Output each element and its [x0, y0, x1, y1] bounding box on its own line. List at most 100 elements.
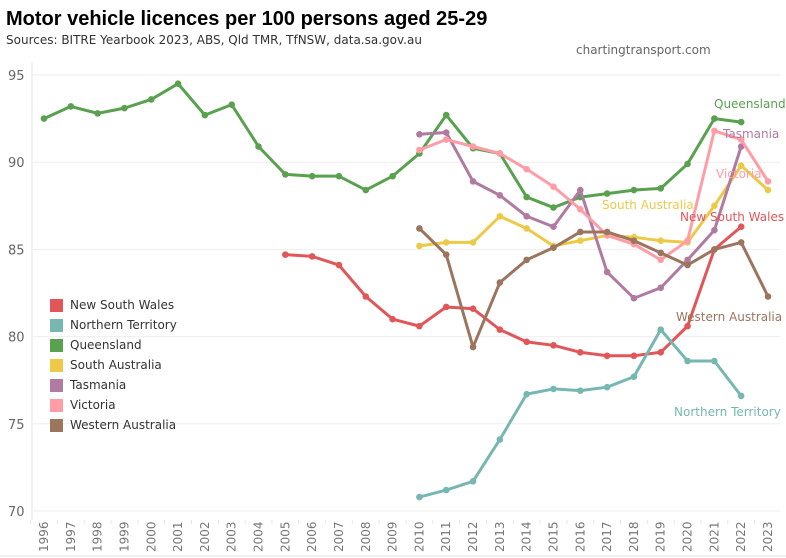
legend-label: Victoria	[70, 398, 116, 412]
data-point-western-australia	[630, 237, 638, 244]
data-point-south-australia	[416, 242, 423, 250]
x-tick-label: 2018	[627, 521, 641, 552]
data-point-western-australia	[523, 256, 530, 264]
data-point-new-south-wales	[362, 293, 370, 300]
data-point-northern-territory	[550, 385, 557, 393]
data-point-queensland	[228, 101, 236, 108]
data-point-queensland	[711, 115, 718, 122]
x-tick-label: 2021	[707, 521, 721, 552]
data-point-northern-territory	[630, 373, 638, 381]
y-tick-label: 95	[8, 69, 25, 84]
data-point-victoria	[442, 136, 450, 143]
data-point-western-australia	[684, 261, 691, 269]
x-tick-label: 2005	[278, 521, 292, 552]
legend-swatch	[50, 358, 63, 372]
data-point-queensland	[282, 171, 289, 178]
data-point-new-south-wales	[469, 305, 477, 312]
x-tick-label: 2022	[734, 521, 748, 552]
data-point-victoria	[416, 146, 423, 154]
data-point-western-australia	[657, 249, 665, 257]
legend-item-northern-territory[interactable]: Northern Territory	[50, 315, 177, 335]
data-point-western-australia	[764, 293, 772, 300]
data-point-queensland	[40, 115, 48, 122]
series-line-south-australia	[417, 164, 770, 248]
data-point-new-south-wales	[496, 326, 504, 333]
annotation-tasmania: Tasmania	[722, 127, 779, 141]
annotation-victoria: Victoria	[716, 167, 762, 181]
data-point-tasmania	[523, 212, 530, 220]
legend-label: South Australia	[70, 358, 162, 372]
data-point-south-australia	[764, 186, 772, 194]
data-point-new-south-wales	[737, 223, 745, 231]
y-tick-label: 75	[8, 418, 25, 433]
data-point-south-australia	[737, 162, 745, 169]
data-point-western-australia	[711, 246, 718, 253]
y-tick-label: 90	[8, 156, 25, 171]
x-tick-label: 2017	[600, 521, 614, 552]
x-tick-label: 1997	[64, 521, 78, 552]
x-tick-label: 2016	[573, 521, 587, 552]
x-tick-label: 2006	[305, 521, 319, 552]
annotation-south-australia: South Australia	[602, 198, 694, 212]
series-line-new-south-wales	[283, 225, 743, 358]
x-tick-label: 1996	[37, 521, 51, 552]
data-point-south-australia	[442, 239, 450, 246]
data-point-western-australia	[603, 228, 611, 236]
x-tick-label: 2001	[171, 521, 185, 552]
data-point-new-south-wales	[442, 303, 450, 311]
x-tick-label: 2002	[198, 521, 212, 552]
data-point-new-south-wales	[389, 315, 396, 323]
data-point-western-australia	[469, 343, 477, 351]
data-point-tasmania	[469, 178, 477, 185]
data-point-new-south-wales	[523, 338, 530, 346]
legend-item-western-australia[interactable]: Western Australia	[50, 415, 177, 435]
data-point-victoria	[711, 127, 718, 135]
legend-item-south-australia[interactable]: South Australia	[50, 355, 177, 375]
data-point-northern-territory	[657, 326, 665, 333]
data-point-tasmania	[711, 226, 718, 234]
y-tick-label: 70	[8, 505, 25, 520]
data-point-queensland	[630, 186, 638, 194]
data-point-tasmania	[630, 294, 638, 302]
chart-subtitle: Sources: BITRE Yearbook 2023, ABS, Qld T…	[6, 33, 422, 47]
data-point-south-australia	[711, 202, 718, 210]
x-tick-label: 2000	[144, 521, 158, 552]
data-point-new-south-wales	[684, 322, 691, 330]
data-point-queensland	[523, 193, 530, 201]
legend-item-new-south-wales[interactable]: New South Wales	[50, 295, 177, 315]
data-point-new-south-wales	[550, 342, 557, 349]
data-point-queensland	[121, 104, 128, 112]
legend-swatch	[50, 418, 63, 432]
x-tick-label: 2009	[386, 521, 400, 552]
x-tick-label: 2011	[439, 521, 453, 552]
x-tick-label: 2020	[681, 521, 695, 552]
x-tick-label: 2023	[761, 521, 775, 552]
legend-label: Northern Territory	[70, 318, 177, 332]
data-point-western-australia	[550, 244, 557, 251]
legend-item-tasmania[interactable]: Tasmania	[50, 375, 177, 395]
data-point-new-south-wales	[416, 322, 423, 330]
legend-item-queensland[interactable]: Queensland	[50, 335, 177, 355]
data-point-northern-territory	[416, 493, 423, 501]
y-tick-label: 85	[8, 243, 25, 258]
data-point-victoria	[764, 178, 772, 185]
data-point-queensland	[335, 172, 343, 180]
data-point-queensland	[147, 96, 155, 103]
data-point-western-australia	[496, 279, 504, 286]
legend-item-victoria[interactable]: Victoria	[50, 395, 177, 415]
data-point-northern-territory	[442, 486, 450, 494]
legend-label: Tasmania	[70, 378, 127, 392]
legend-label: New South Wales	[70, 298, 175, 312]
x-tick-label: 2014	[520, 521, 534, 552]
data-point-victoria	[737, 136, 745, 143]
data-point-western-australia	[737, 239, 745, 246]
data-point-queensland	[550, 204, 557, 211]
data-point-new-south-wales	[630, 352, 638, 360]
credit-text: chartingtransport.com	[576, 43, 711, 57]
data-point-queensland	[389, 172, 396, 180]
series-line-western-australia	[417, 226, 770, 349]
annotation-northern-territory: Northern Territory	[674, 405, 781, 419]
annotation-new-south-wales: New South Wales	[680, 210, 784, 224]
x-tick-label: 2019	[654, 521, 668, 552]
x-tick-label: 2012	[466, 521, 480, 552]
